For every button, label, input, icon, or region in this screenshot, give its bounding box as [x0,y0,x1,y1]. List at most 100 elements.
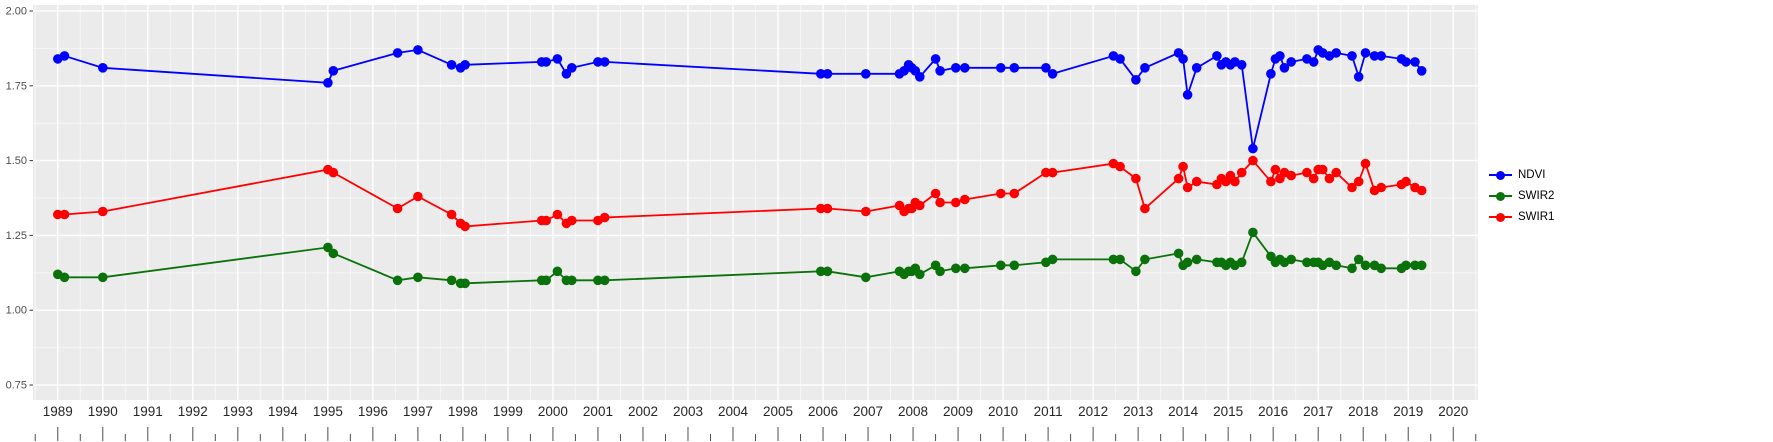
x-tick-label: 2013 [1123,404,1153,419]
data-point [1353,72,1364,82]
x-tick-label: 1994 [268,404,299,419]
data-point [446,275,457,286]
x-tick-label: 2001 [583,404,613,419]
data-point [59,51,70,61]
bottom-tick-marks [34,427,1477,441]
data-point [1308,173,1319,184]
x-tick-label: 1993 [223,404,253,419]
x-tick-label: 2002 [628,404,658,419]
data-point [1331,260,1341,271]
data-point [98,63,108,73]
data-point [935,266,945,277]
data-point [1182,90,1193,100]
data-point [1369,51,1380,61]
data-point [1410,57,1420,67]
legend-key-swir1-icon [1489,209,1512,225]
x-tick-label: 1998 [448,404,478,419]
legend-item-ndvi: NDVI [1489,166,1554,184]
data-point [1376,51,1386,61]
x-tick-label: 2003 [673,404,703,419]
data-point [1248,155,1258,166]
x-tick-label: 1991 [133,404,163,419]
data-point [1236,167,1247,178]
y-axis: 2.00 1.75 1.50 1.25 1.00 0.75 [6,5,33,392]
data-point [951,263,961,274]
y-tick-label: 1.25 [6,230,27,242]
data-point [1041,167,1051,178]
data-point [1009,260,1020,271]
x-tick-label: 2000 [538,404,568,419]
data-point [1266,176,1276,187]
data-point [567,215,577,226]
data-point [960,63,970,73]
y-tick-label: 1.50 [6,155,27,167]
data-point [1331,48,1341,58]
data-point [552,209,563,220]
series-ndvi [53,45,1427,154]
data-point [1353,254,1364,265]
data-point [960,263,970,274]
x-tick-label: 2008 [898,404,928,419]
data-point [98,272,108,283]
data-point [861,206,871,217]
data-point [460,221,470,232]
legend-label-swir2: SWIR2 [1518,190,1555,202]
x-tick-label: 2014 [1168,404,1199,419]
data-point [816,69,826,79]
data-point [59,209,70,220]
data-point [1131,75,1141,85]
data-point [593,57,603,67]
data-point [460,278,470,289]
x-tick-label: 1989 [43,404,73,419]
data-point [1360,158,1371,169]
x-tick-label: 1992 [178,404,208,419]
data-point [1230,176,1240,187]
data-point [822,203,833,214]
x-tick-label: 2009 [943,404,973,419]
data-point [1009,63,1020,73]
x-tick-label: 1999 [493,404,523,419]
x-tick-label: 1995 [313,404,343,419]
legend-key-swir2-icon [1489,188,1512,204]
data-point [1131,173,1141,184]
data-point [1416,66,1427,76]
data-point [1270,164,1281,175]
data-point [567,63,577,73]
data-point [1401,57,1411,67]
x-tick-label: 2007 [853,404,883,419]
data-point [413,272,423,283]
legend-item-swir2: SWIR2 [1489,187,1554,205]
data-point [392,203,403,214]
series-swir1 [53,155,1427,232]
data-point [996,188,1006,199]
data-point [1376,182,1386,193]
data-point [1140,203,1150,214]
data-point [1401,260,1411,271]
data-point [930,54,941,64]
data-point [460,60,470,70]
major-gridlines [33,5,1478,400]
data-point [328,248,339,259]
data-point [1416,185,1427,196]
data-point [1324,173,1335,184]
data-point [1047,254,1058,265]
minor-gridlines [33,5,1478,400]
legend-label-swir1: SWIR1 [1518,211,1555,223]
data-point [1360,260,1371,271]
legend-label-ndvi: NDVI [1518,169,1546,181]
data-point [1131,266,1141,277]
data-point [915,200,925,211]
data-point [541,57,551,67]
data-point [392,48,403,58]
data-point [98,206,108,217]
y-tick-label: 1.75 [6,80,27,92]
data-point [1410,260,1420,271]
data-point [915,72,925,82]
series-swir2 [53,227,1427,289]
x-tick-label: 2016 [1258,404,1288,419]
data-point [1353,176,1364,187]
data-point [1108,254,1119,265]
data-point [996,260,1006,271]
x-tick-label: 1990 [88,404,118,419]
